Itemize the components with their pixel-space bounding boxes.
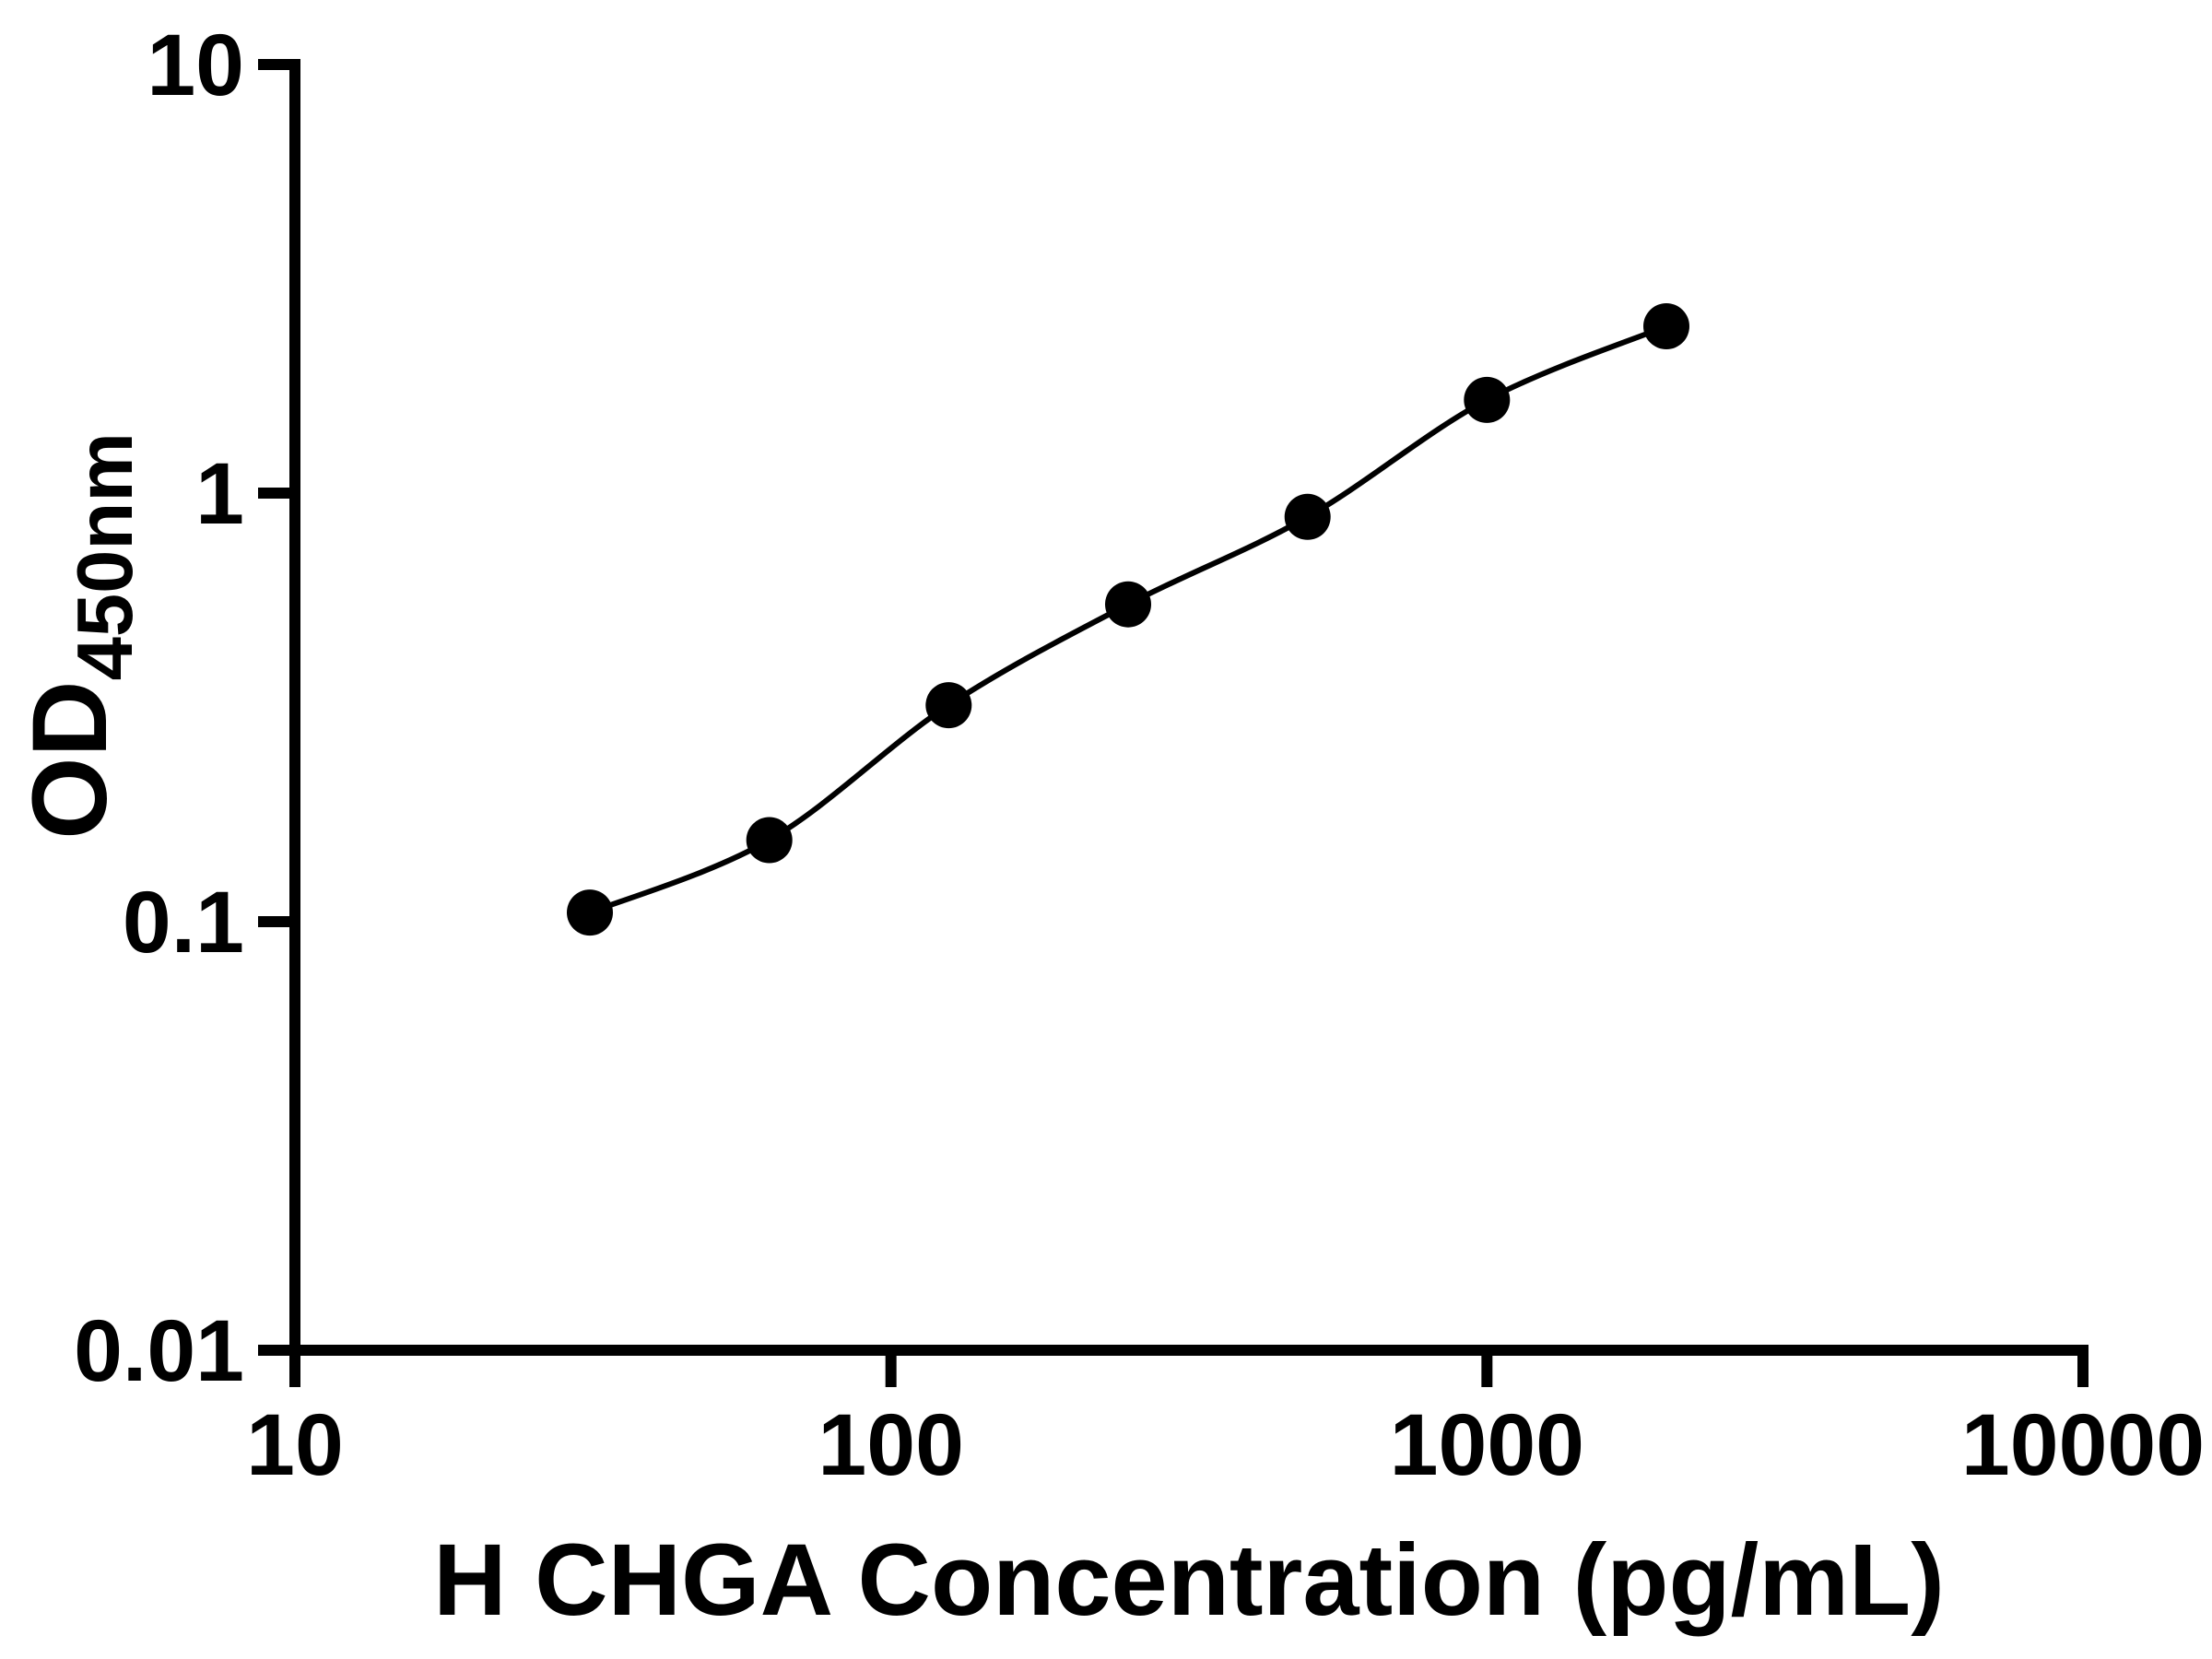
data-point	[1284, 493, 1331, 540]
data-point	[746, 817, 793, 864]
y-axis-title-subscript: 450nm	[62, 432, 149, 680]
x-axis-title: H CHGA Concentration (pg/mL)	[433, 1524, 1945, 1637]
y-tick-label: 0.1	[123, 874, 244, 971]
data-point	[1464, 376, 1511, 423]
axis-spines	[289, 59, 2088, 1356]
x-tick-label: 100	[818, 1396, 964, 1494]
data-point	[1643, 303, 1689, 349]
x-tick-label: 10000	[1961, 1396, 2205, 1494]
data-point	[1105, 581, 1151, 628]
y-tick-label: 10	[147, 17, 244, 114]
data-point	[567, 889, 613, 936]
x-tick-label: 1000	[1390, 1396, 1584, 1494]
x-tick-label: 10	[246, 1396, 344, 1494]
y-tick-label: 1	[195, 445, 244, 543]
data-point	[925, 682, 972, 729]
axes-layer: 10 100 1000 10000 0.01 0.1 1 10	[74, 17, 2205, 1494]
plot-layer	[567, 303, 1689, 936]
y-axis-title: OD450nm	[11, 432, 149, 840]
y-axis-title-base: OD	[11, 680, 129, 840]
y-tick-label: 0.01	[74, 1302, 244, 1400]
